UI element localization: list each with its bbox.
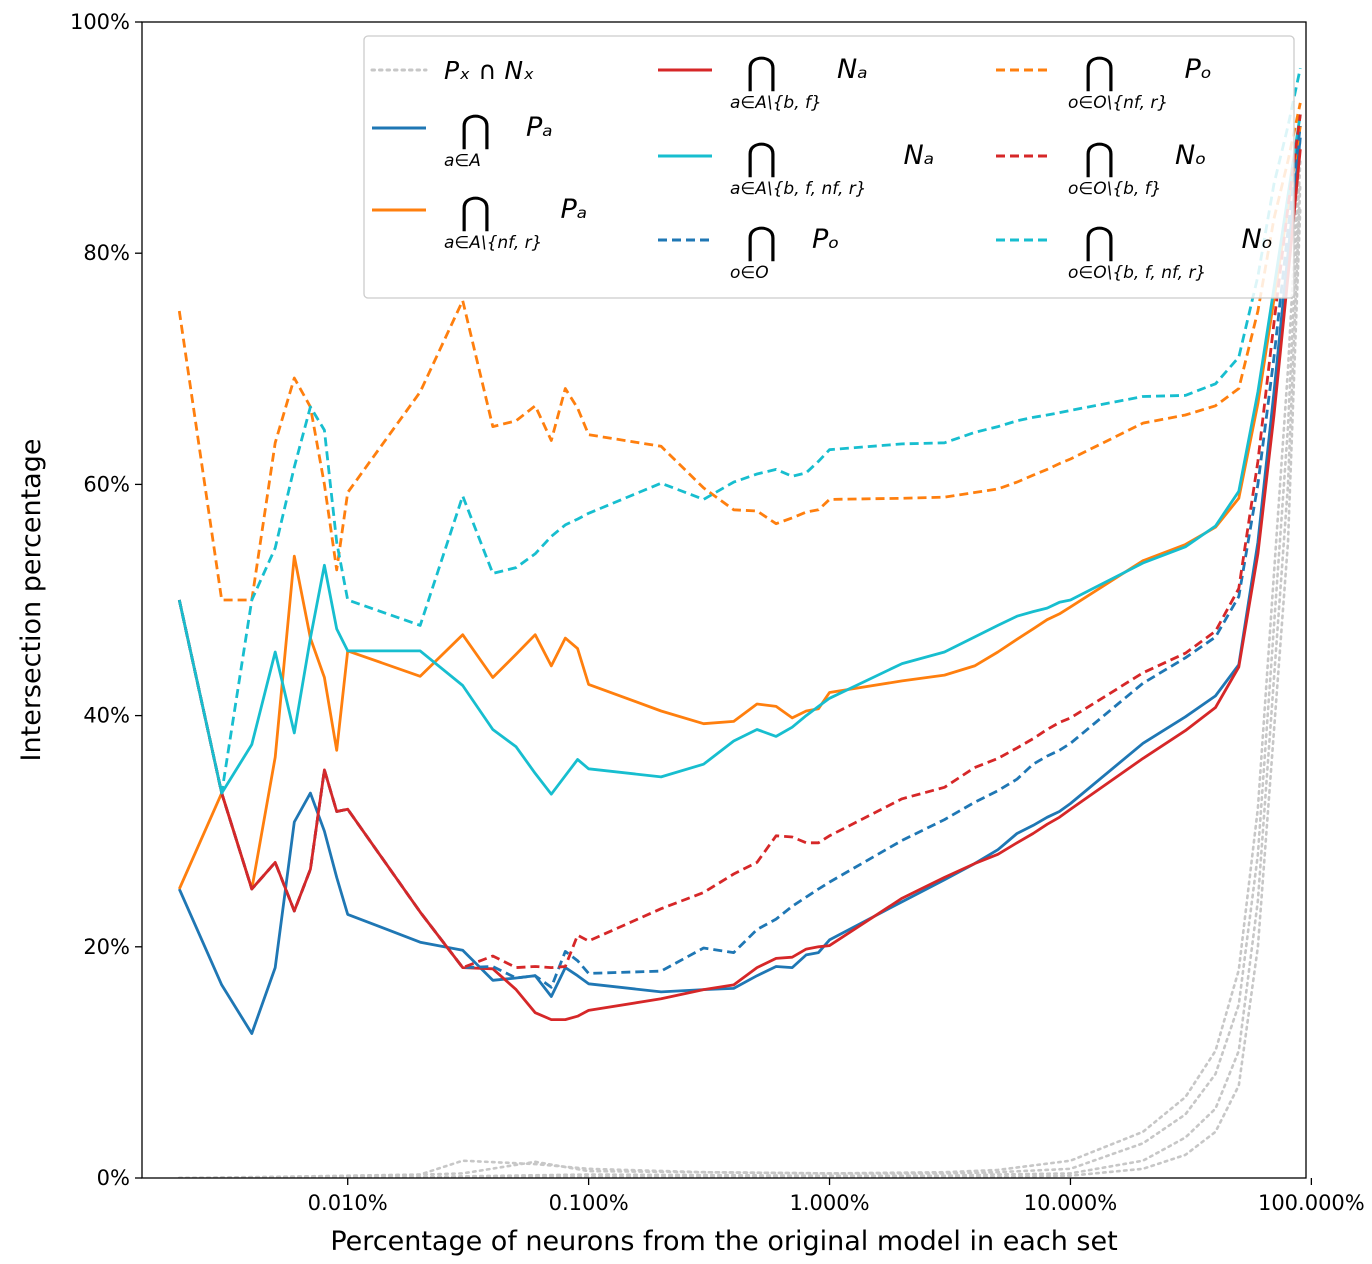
x-tick-label: 1.000% [789, 1191, 869, 1215]
legend-subscript: o∈O [730, 263, 769, 283]
legend-item: ⋂o∈O\{b, f} Nₒ [996, 135, 1206, 199]
legend-subscript: o∈O\{nf, r} [1068, 93, 1168, 113]
legend-variable: Nₒ [1242, 224, 1273, 255]
legend-operator: ⋂ [1084, 49, 1115, 93]
series-line-10 [177, 114, 1302, 969]
x-tick-label: 100.000% [1258, 1191, 1365, 1215]
legend-variable: Nₒ [1175, 140, 1206, 171]
legend-operator: ⋂ [746, 135, 777, 179]
axis-ticks: 0.010% 0.100% 1.000% 10.000% 100.000% 0% 20% 40… [70, 10, 1365, 1215]
legend-subscript: o∈O\{b, f, nf, r} [1068, 263, 1206, 283]
series-line-7 [177, 114, 1302, 796]
legend-item: ⋂a∈A\{b, f} Nₐ [658, 49, 868, 113]
series-line-11 [177, 67, 1302, 795]
legend-item: ⋂o∈O\{nf, r} Pₒ [996, 49, 1212, 113]
legend-variable: Nₐ [904, 140, 935, 171]
series-line-2 [178, 182, 1302, 1178]
legend-subscript: a∈A\{nf, r} [444, 233, 542, 253]
series-layer [177, 67, 1302, 1178]
x-tick-label: 0.010% [308, 1191, 388, 1215]
legend-item: ⋂o∈O Pₒ [658, 219, 839, 283]
legend-variable: Nₐ [837, 54, 868, 85]
legend-subscript: o∈O\{b, f} [1068, 179, 1162, 199]
legend-variable: Pₒ [1185, 54, 1212, 85]
y-tick-label: 60% [83, 472, 130, 496]
x-tick-label: 10.000% [1024, 1191, 1117, 1215]
legend-operator: ⋂ [746, 219, 777, 263]
y-tick-label: 40% [83, 704, 130, 728]
legend-item: ⋂a∈A\{nf, r} Pₐ [372, 189, 587, 253]
legend-variable: Pₒ [812, 224, 839, 255]
legend-operator: ⋂ [746, 49, 777, 93]
legend-operator: ⋂ [460, 107, 491, 151]
y-axis-label: Intersection percentage [16, 439, 47, 762]
y-tick-label: 80% [83, 241, 130, 265]
legend-subscript: a∈A\{b, f} [730, 93, 822, 113]
legend-operator: ⋂ [1084, 219, 1115, 263]
legend-label: Pₓ ∩ Nₓ [444, 56, 534, 85]
series-line-3 [178, 205, 1302, 1178]
x-axis-label: Percentage of neurons from the original … [330, 1226, 1117, 1257]
legend-item: Pₓ ∩ Nₓ [370, 56, 534, 85]
y-tick-label: 0% [97, 1166, 130, 1190]
legend-subscript: a∈A [444, 151, 481, 171]
y-tick-label: 20% [83, 935, 130, 959]
legend: Pₓ ∩ Nₓ⋂a∈APₐ⋂a∈A\{nf, r}Pₐ⋂a∈A\{b, f}Nₐ… [363, 35, 1295, 299]
series-line-4 [178, 137, 1302, 1035]
series-line-1 [178, 159, 1302, 1178]
plot-frame [141, 21, 1307, 1179]
y-tick-label: 100% [70, 10, 130, 34]
legend-operator: ⋂ [460, 189, 491, 233]
x-tick-label: 0.100% [549, 1191, 629, 1215]
legend-variable: Pₐ [526, 112, 553, 143]
legend-item: ⋂a∈A Pₐ [372, 107, 553, 171]
legend-variable: Pₐ [561, 194, 588, 225]
legend-item: ⋂a∈A\{b, f, nf, r} Nₐ [658, 135, 934, 199]
legend-item: ⋂o∈O\{b, f, nf, r} Nₒ [996, 219, 1273, 283]
legend-operator: ⋂ [1084, 135, 1115, 179]
legend-subscript: a∈A\{b, f, nf, r} [730, 179, 867, 199]
legend-box [363, 35, 1295, 299]
